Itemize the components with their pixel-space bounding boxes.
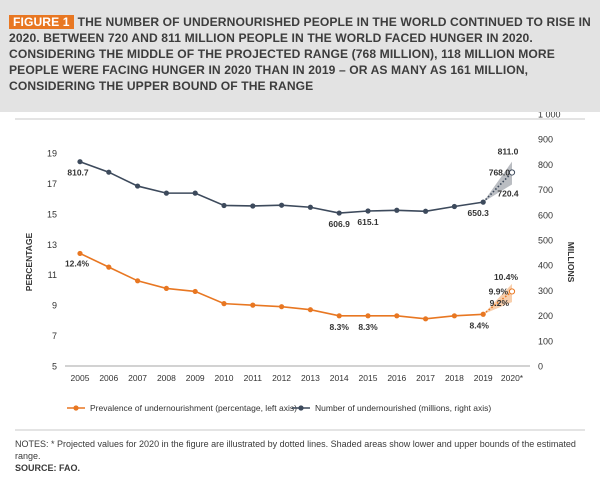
projection-band <box>483 283 512 315</box>
figure-tag: FIGURE 1 <box>9 15 74 29</box>
x-axis-tick-label: 2007 <box>128 373 147 383</box>
data-point <box>394 207 400 213</box>
data-point <box>250 203 256 209</box>
data-point <box>221 202 227 209</box>
data-point <box>307 204 313 210</box>
projected-point <box>508 288 516 295</box>
legend-marker-number <box>298 405 304 411</box>
data-point <box>423 208 429 214</box>
legend-label-prevalence: Prevalence of undernourishment (percenta… <box>90 403 297 413</box>
right-axis-tick-label: 900 <box>538 135 553 145</box>
data-label: 12.4% <box>65 258 90 268</box>
right-axis-tick-label: 700 <box>538 185 553 195</box>
figure-title-text: THE NUMBER OF UNDERNOURISHED PEOPLE IN T… <box>9 15 591 93</box>
x-axis-tick-label: 2010 <box>215 373 234 383</box>
data-point <box>480 199 486 205</box>
x-axis-tick-label: 2015 <box>359 373 378 383</box>
data-label: 8.3% <box>358 322 378 332</box>
right-axis-tick-label: 100 <box>538 336 553 346</box>
data-label: 8.4% <box>470 320 490 330</box>
left-axis-tick-label: 19 <box>47 149 57 159</box>
data-label: 720.4 <box>497 188 519 198</box>
line-chart: 5 7 9 11 13 15 17 19 0 100 200 300 400 500 600 700 800 90… <box>15 112 585 431</box>
data-label: 606.9 <box>329 219 351 229</box>
data-point <box>365 313 371 319</box>
right-axis-tick-label: 200 <box>538 311 553 321</box>
right-axis-tick-label: 600 <box>538 210 553 220</box>
left-axis-tick-label: 9 <box>52 301 57 311</box>
left-axis-title: PERCENTAGE <box>24 232 34 291</box>
data-label: 615.1 <box>357 217 379 227</box>
data-point <box>163 285 169 292</box>
right-axis-tick-label: 400 <box>538 261 553 271</box>
data-point <box>336 210 342 216</box>
left-axis-tick-label: 13 <box>47 240 57 250</box>
figure-notes: NOTES: * Projected values for 2020 in th… <box>15 438 590 474</box>
figure-title: FIGURE 1 THE NUMBER OF UNDERNOURISHED PEO… <box>9 14 591 94</box>
data-point <box>135 278 141 284</box>
data-point <box>221 301 227 307</box>
x-axis-tick-label: 2017 <box>416 373 435 383</box>
data-label: 9.9% <box>489 286 509 296</box>
data-point <box>192 288 198 295</box>
right-axis-tick-label: 500 <box>538 236 553 246</box>
x-axis-tick-label: 2013 <box>301 373 320 383</box>
x-axis-tick-label: 2005 <box>71 373 90 383</box>
right-axis-tick-label: 0 <box>538 362 543 372</box>
data-point <box>336 313 342 319</box>
right-axis-tick-label: 1 000 <box>538 112 561 120</box>
data-label: 811.0 <box>498 147 519 157</box>
source-text: SOURCE: FAO. <box>15 463 81 473</box>
left-axis-tick-label: 7 <box>52 331 57 341</box>
data-label: 810.7 <box>67 168 89 178</box>
data-label: 10.4% <box>494 272 519 282</box>
notes-text: NOTES: * Projected values for 2020 in th… <box>15 439 576 461</box>
figure-header: FIGURE 1 THE NUMBER OF UNDERNOURISHED PEO… <box>0 0 600 112</box>
data-point <box>480 311 486 317</box>
data-point <box>279 202 285 208</box>
x-axis-tick-label: 2020* <box>501 373 524 383</box>
legend-marker-prevalence <box>73 405 79 411</box>
data-point <box>135 183 141 189</box>
data-point <box>423 316 429 322</box>
data-point <box>307 307 313 313</box>
x-axis-tick-label: 2011 <box>244 373 263 383</box>
data-label: 9.2% <box>490 298 510 308</box>
x-axis-tick-label: 2012 <box>272 373 291 383</box>
data-point <box>106 264 112 270</box>
x-axis-tick-label: 2016 <box>387 373 406 383</box>
x-axis-tick-label: 2019 <box>474 373 493 383</box>
data-label: 650.3 <box>468 208 490 218</box>
right-axis-tick-label: 300 <box>538 286 553 296</box>
data-label: 8.3% <box>330 322 350 332</box>
data-point <box>365 208 371 214</box>
x-axis-tick-label: 2014 <box>330 373 349 383</box>
left-axis-tick-label: 17 <box>47 179 57 189</box>
data-point <box>250 302 256 308</box>
x-axis-tick-label: 2009 <box>186 373 205 383</box>
data-point <box>77 159 83 165</box>
legend-label-number: Number of undernourished (millions, righ… <box>315 403 491 413</box>
data-point <box>163 190 169 196</box>
x-axis-tick-label: 2018 <box>445 373 464 383</box>
left-axis-tick-label: 5 <box>52 362 57 372</box>
data-point <box>394 313 400 319</box>
data-point <box>106 169 112 175</box>
data-point <box>279 304 285 310</box>
projected-point <box>508 169 516 176</box>
left-axis-tick-label: 15 <box>47 209 57 219</box>
projection-band <box>483 161 512 203</box>
x-axis-tick-label: 2008 <box>157 373 176 383</box>
left-axis-tick-label: 11 <box>48 270 57 280</box>
data-point <box>192 190 198 196</box>
data-point <box>451 203 457 210</box>
projection-line <box>482 290 513 315</box>
data-point <box>77 250 83 257</box>
right-axis-title: MILLIONS <box>566 242 576 283</box>
x-axis-tick-label: 2006 <box>99 373 118 383</box>
data-point <box>451 313 457 319</box>
right-axis-tick-label: 800 <box>538 160 553 170</box>
data-label: 768.0 <box>489 167 511 177</box>
